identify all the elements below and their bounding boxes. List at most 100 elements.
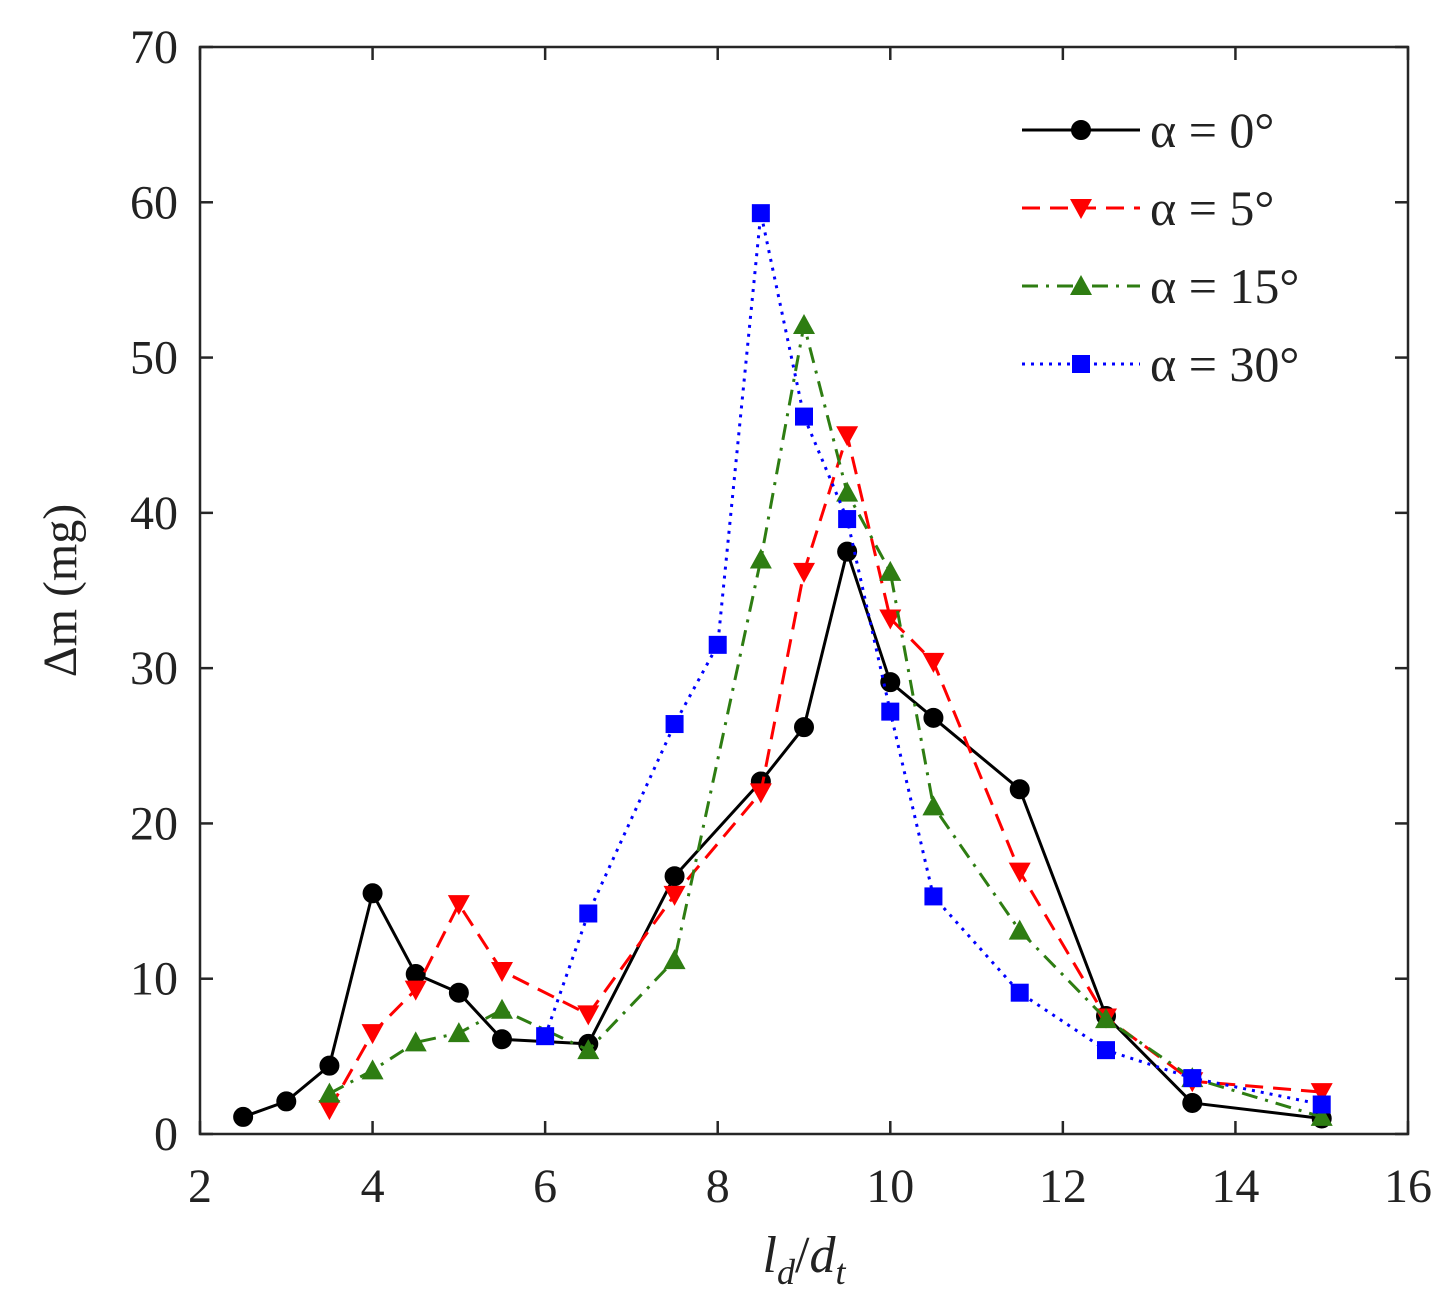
data-point [1009, 779, 1030, 800]
legend-entry: α = 30° [1022, 336, 1299, 392]
y-tick-label: 0 [154, 1108, 178, 1161]
data-point [749, 548, 772, 569]
x-label-d: d [809, 1227, 836, 1284]
legend-entry: α = 0° [1022, 102, 1274, 158]
legend-label: α = 30° [1150, 336, 1299, 392]
x-tick-label: 10 [866, 1160, 914, 1213]
data-point [923, 707, 944, 728]
data-point [1095, 1008, 1117, 1029]
y-axis-label: Δm (mg) [34, 504, 87, 678]
series-2 [318, 313, 1333, 1126]
y-tick-label: 50 [130, 332, 178, 385]
data-point [1010, 983, 1029, 1002]
data-point [1310, 1083, 1333, 1104]
data-point [447, 1022, 470, 1043]
x-tick-label: 12 [1039, 1160, 1087, 1213]
data-point [404, 1031, 427, 1052]
data-point [922, 795, 945, 816]
data-point [447, 895, 470, 916]
data-point [879, 609, 902, 630]
data-point [448, 982, 469, 1003]
x-label-sub-d: d [777, 1252, 796, 1292]
data-point [577, 1039, 600, 1060]
data-point [1182, 1092, 1203, 1113]
x-label-slash: / [795, 1227, 810, 1284]
series-layer [233, 204, 1333, 1129]
data-point [404, 980, 427, 1001]
data-point [881, 702, 900, 721]
x-axis-label: ld/dt [763, 1227, 847, 1292]
data-point [708, 635, 727, 654]
series-line [328, 433, 1322, 1110]
legend-label: α = 5° [1150, 180, 1274, 236]
data-point [749, 783, 772, 804]
data-point [922, 652, 945, 673]
data-point [1097, 1041, 1115, 1060]
data-point [795, 407, 813, 426]
data-point [491, 998, 513, 1019]
data-point [838, 510, 857, 529]
data-point [794, 717, 814, 738]
data-point [1310, 1105, 1333, 1126]
x-label-l: l [763, 1227, 777, 1284]
tick-layer: 2 4 6 8 10 12 14 16 0 10 20 30 40 50 60 70 [130, 21, 1432, 1213]
x-tick-label: 8 [706, 1160, 730, 1213]
plot-frame [198, 45, 1410, 1136]
legend-marker [1071, 120, 1091, 140]
series-0 [233, 541, 1332, 1129]
y-tick-label: 60 [130, 176, 178, 229]
data-point [836, 481, 859, 502]
data-point [663, 885, 686, 906]
data-point [836, 426, 859, 447]
legend-entry: α = 5° [1022, 180, 1274, 236]
data-point [579, 904, 598, 923]
data-point [663, 949, 686, 970]
data-point [276, 1091, 297, 1112]
data-point [837, 541, 858, 562]
data-point [361, 1024, 384, 1045]
data-point [318, 1100, 341, 1121]
data-point [664, 866, 685, 887]
legend-label: α = 0° [1150, 102, 1274, 158]
data-point [924, 887, 943, 906]
data-point [793, 313, 815, 334]
data-point [665, 715, 684, 734]
series-line [328, 323, 1323, 1119]
data-point [1312, 1095, 1331, 1114]
y-tick-label: 10 [130, 953, 178, 1006]
data-point [1008, 862, 1031, 883]
y-tick-label: 20 [130, 797, 178, 850]
data-point [879, 560, 902, 581]
legend-entry: α = 15° [1022, 258, 1299, 314]
x-tick-label: 2 [188, 1160, 212, 1213]
data-point [536, 1027, 555, 1046]
data-point [318, 1082, 341, 1103]
data-point [233, 1106, 254, 1127]
data-point [319, 1055, 340, 1076]
y-tick-label: 40 [130, 487, 178, 540]
data-point [751, 204, 770, 223]
legend-label: α = 15° [1150, 258, 1299, 314]
legend: α = 0° α = 5° α = 15° α = 30° [1022, 102, 1299, 392]
y-tick-label: 30 [130, 642, 178, 695]
data-point [492, 1029, 512, 1050]
x-label-sub-t: t [835, 1252, 846, 1292]
x-tick-label: 6 [533, 1160, 557, 1213]
x-tick-label: 16 [1384, 1160, 1432, 1213]
data-point [880, 672, 901, 693]
series-3 [536, 204, 1331, 1114]
legend-marker [1070, 199, 1092, 219]
x-tick-label: 14 [1211, 1160, 1259, 1213]
data-point [362, 883, 383, 904]
series-line [242, 550, 1322, 1120]
legend-marker [1072, 355, 1090, 373]
data-point [361, 1059, 384, 1080]
data-point [577, 1005, 600, 1026]
x-tick-label: 4 [361, 1160, 385, 1213]
data-point [1183, 1069, 1202, 1088]
data-point [491, 961, 513, 982]
y-tick-label: 70 [130, 21, 178, 74]
legend-marker [1070, 275, 1092, 295]
